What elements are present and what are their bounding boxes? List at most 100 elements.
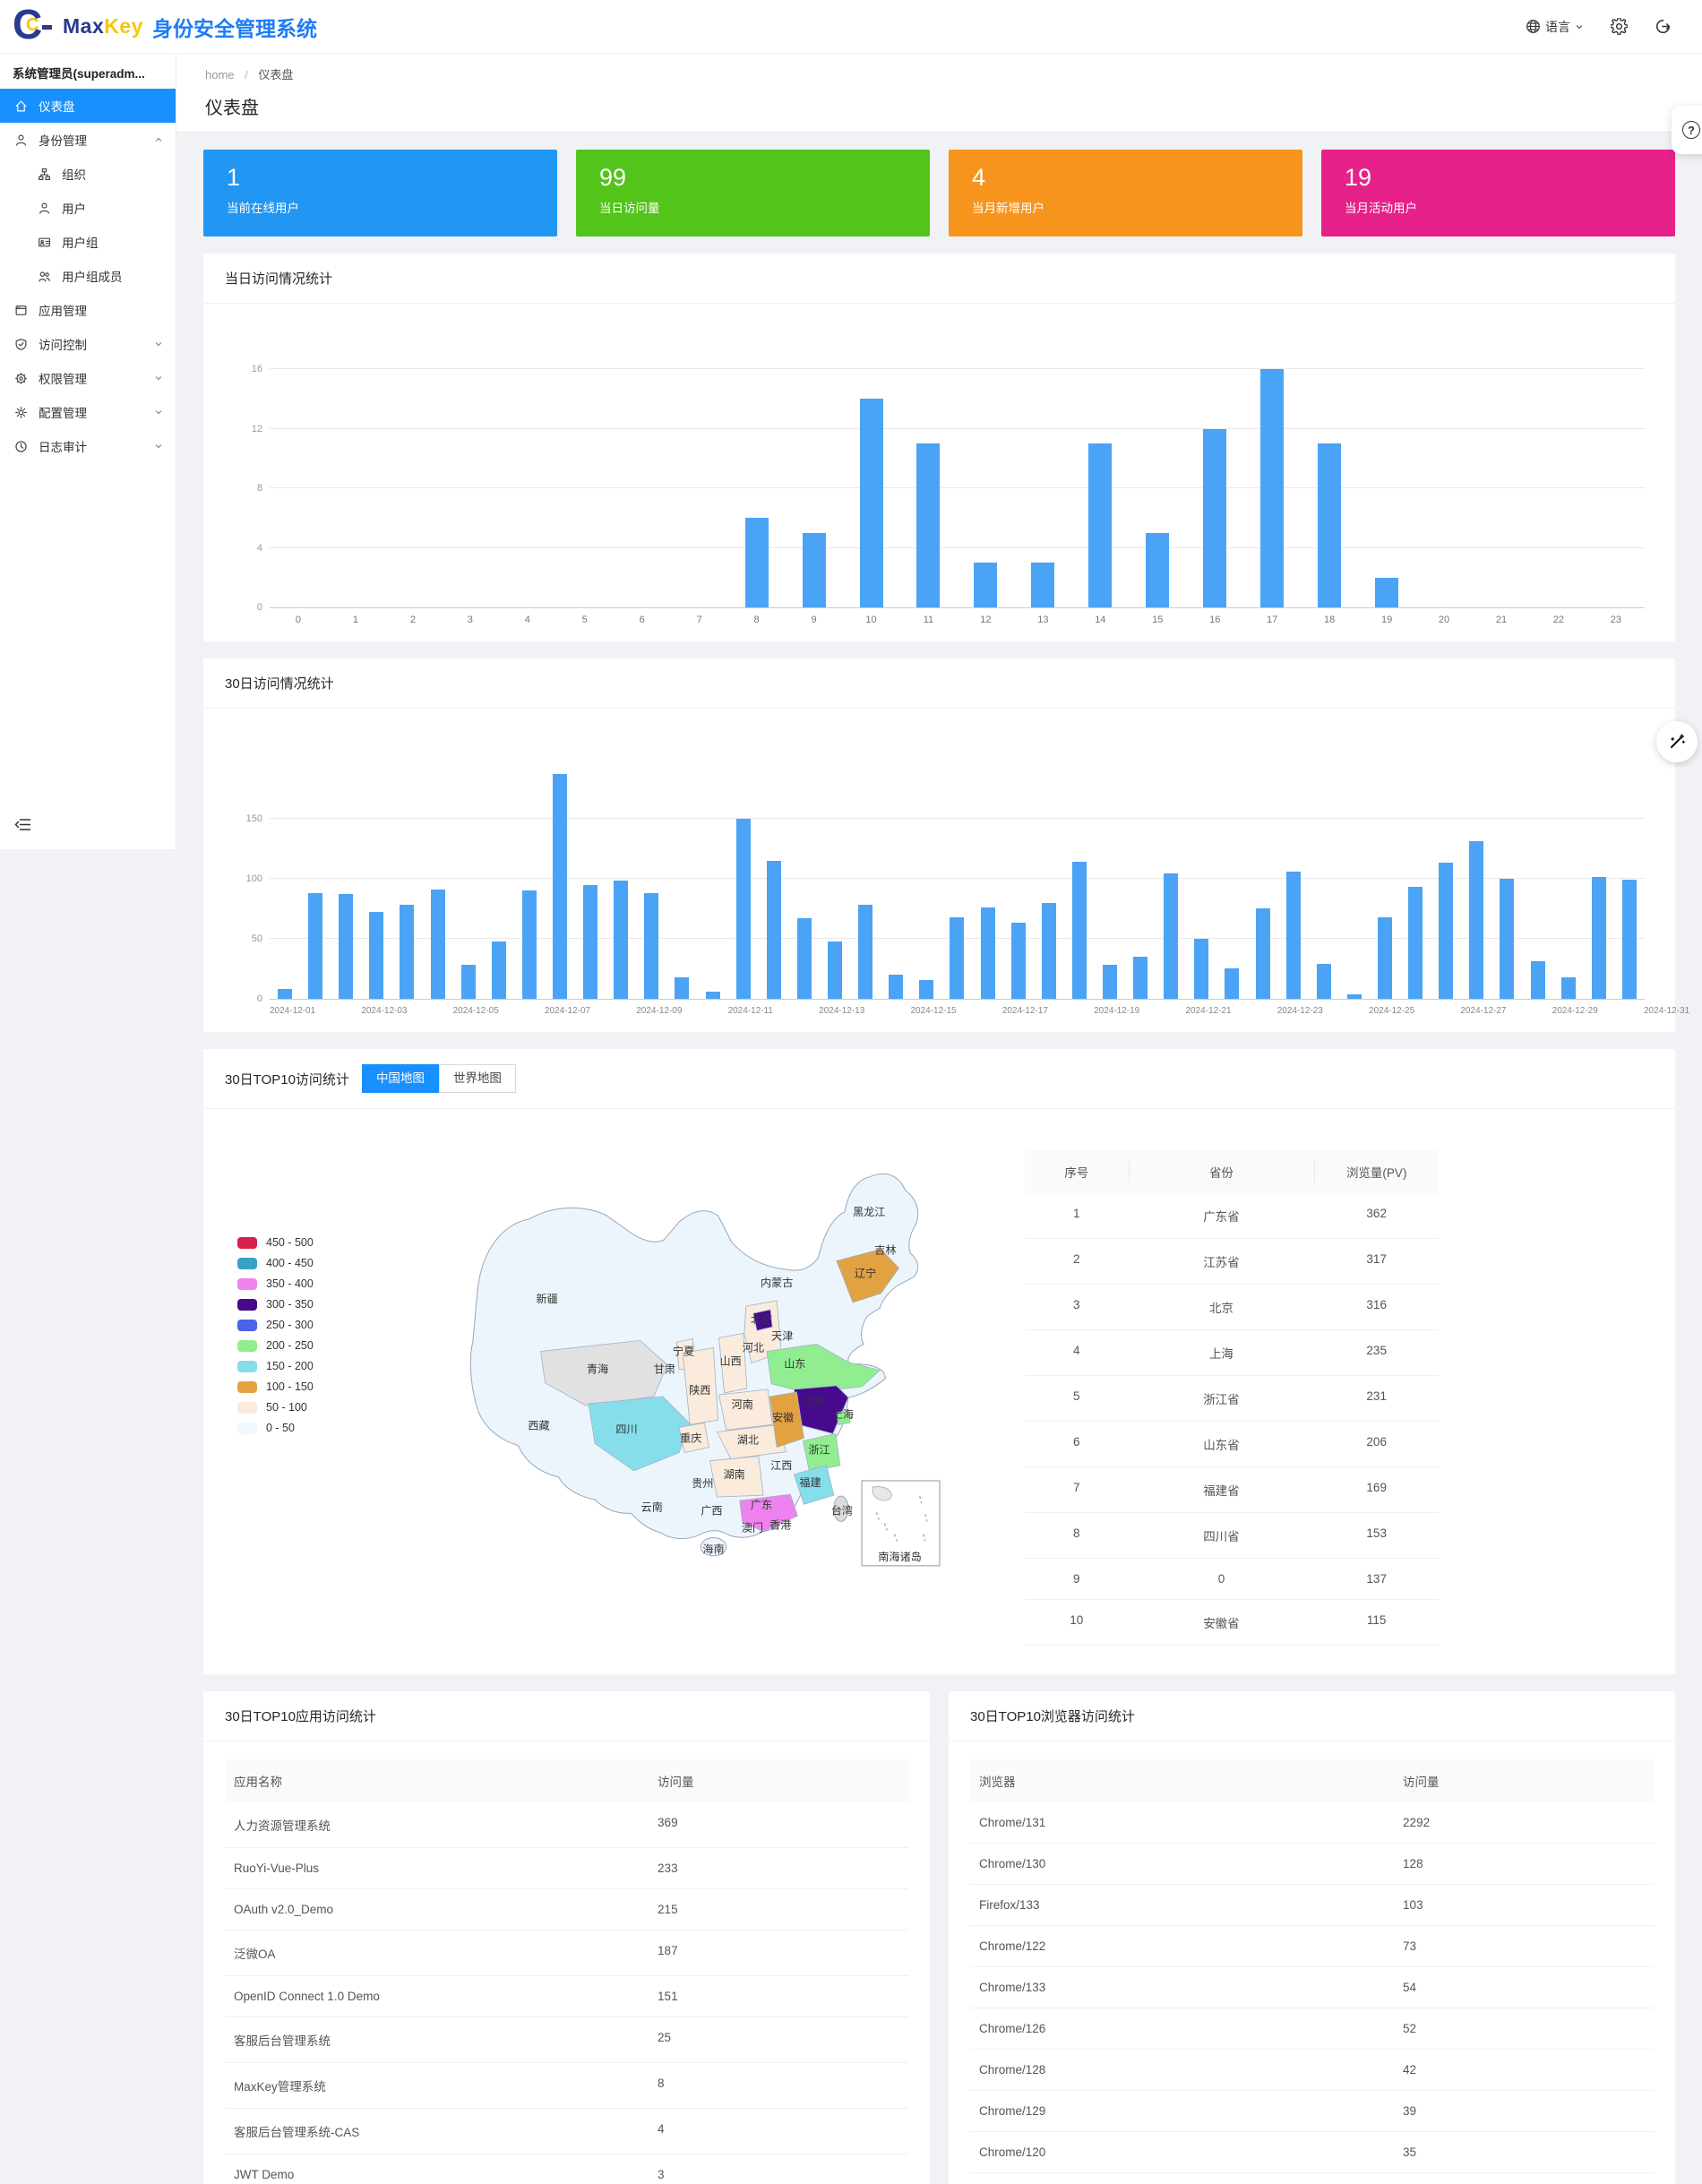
bar-slot: [1034, 744, 1064, 999]
bar: [889, 975, 904, 999]
sidebar-subitem[interactable]: 用户: [0, 191, 176, 225]
table-cell: JWT Demo: [234, 2168, 295, 2181]
legend-item: 350 - 400: [237, 1277, 363, 1290]
bar: [1316, 964, 1331, 999]
table-cell: 103: [1403, 1898, 1423, 1912]
province-label: 西藏: [528, 1419, 549, 1432]
tab-china-map[interactable]: 中国地图: [361, 1064, 439, 1093]
table-cell: 215: [658, 1903, 678, 1916]
page-head: home / 仪表盘 仪表盘: [176, 54, 1702, 133]
bar-slot: [514, 744, 545, 999]
language-label: 语言: [1545, 19, 1570, 34]
sidebar-subitem[interactable]: 用户组成员: [0, 259, 176, 293]
bar-slot: [1431, 744, 1461, 999]
bar-slot: [1014, 340, 1071, 607]
table-row: 5 浙江省 231: [1025, 1376, 1439, 1422]
legend-swatch: [237, 1422, 257, 1434]
sidebar-item[interactable]: 身份管理: [0, 123, 176, 157]
breadcrumb: home / 仪表盘: [205, 68, 294, 82]
table-cell: 316: [1366, 1298, 1387, 1311]
chevron-down-icon: [1576, 24, 1583, 29]
stat-label: 当月活动用户: [1345, 202, 1417, 215]
bar: [916, 443, 941, 607]
bar: [1285, 871, 1301, 999]
chevron-down-icon: [154, 340, 163, 348]
help-button[interactable]: ?: [1672, 106, 1702, 154]
bar: [644, 892, 659, 999]
sidebar-item[interactable]: 应用管理: [0, 293, 176, 327]
stat-cards-row: 1 当前在线用户 99 当日访问量 4 当月新增用户 19 当月活动用户: [203, 150, 1675, 236]
table-cell: Chrome/128: [979, 2063, 1046, 2077]
province-label: 安徽: [772, 1410, 794, 1423]
table-cell: Chrome/133: [979, 1981, 1046, 1994]
x-tick-label: 20: [1438, 615, 1450, 625]
logout-icon[interactable]: [1655, 18, 1672, 35]
sidebar-subitem-label: 组织: [62, 168, 86, 182]
shield-icon: [14, 338, 30, 351]
x-tick-label: 3: [467, 615, 473, 625]
bar-slot: [1248, 744, 1278, 999]
table-cell: 8: [658, 2077, 665, 2090]
sidebar-item[interactable]: 日志审计: [0, 429, 176, 463]
sidebar-subitem[interactable]: 组织: [0, 157, 176, 191]
sidebar-subitem[interactable]: 用户组: [0, 225, 176, 259]
bar: [1031, 563, 1055, 607]
bar: [614, 881, 629, 999]
legend-label: 100 - 150: [266, 1380, 314, 1393]
table-cell: 山东省: [1203, 1439, 1240, 1452]
bar-slot: [1339, 744, 1370, 999]
x-tick-label: 6: [639, 615, 645, 625]
bar: [1560, 976, 1576, 999]
breadcrumb-home-link[interactable]: home: [205, 68, 235, 82]
sidebar-item[interactable]: 配置管理: [0, 395, 176, 429]
tab-world-map[interactable]: 世界地图: [438, 1064, 516, 1093]
province-label: 河北: [743, 1342, 764, 1354]
table-row: Chrome/131 2292: [970, 1802, 1654, 1844]
province-label: 澳门: [742, 1520, 763, 1534]
table-cell: 39: [1403, 2104, 1417, 2118]
legend-item: 250 - 300: [237, 1319, 363, 1331]
bar: [1203, 428, 1227, 607]
magic-wand-icon: [1671, 734, 1685, 748]
legend-item: 300 - 350: [237, 1298, 363, 1311]
panel-30day-visits: 30日访问情况统计 0 50 100 150 2024-12-012024-12-02…: [203, 658, 1689, 1032]
bar-slot: [1186, 340, 1243, 607]
collapse-sidebar-icon[interactable]: [14, 817, 31, 837]
sidebar-item-label: 应用管理: [39, 305, 87, 318]
settings-gear-icon[interactable]: [1611, 18, 1628, 35]
legend-label: 250 - 300: [266, 1319, 314, 1331]
monthly-visits-chart: 0 50 100 150: [246, 744, 1645, 1004]
province-label: 上海: [832, 1407, 854, 1421]
bar: [1103, 965, 1117, 999]
table-cell: 10: [1070, 1613, 1084, 1627]
table-row: JWT Demo 3: [225, 2154, 908, 2184]
bar-slot: [1370, 744, 1400, 999]
sidebar-item[interactable]: 权限管理: [0, 361, 176, 395]
table-row: Chrome/122 73: [970, 1926, 1654, 1967]
theme-wand-button[interactable]: [1656, 721, 1698, 762]
card-icon: [38, 236, 53, 249]
x-tick-label: 15: [1152, 615, 1164, 625]
bar-slot: [545, 744, 575, 999]
table-cell: 233: [658, 1862, 678, 1875]
x-tick-label: 19: [1380, 615, 1393, 625]
map-legend: 450 - 500 400 - 450 350 - 400 300 - 350 250 …: [237, 1236, 363, 1442]
table-cell: 人力资源管理系统: [234, 1819, 331, 1833]
bar: [1530, 961, 1545, 999]
language-menu[interactable]: 语言: [1526, 18, 1584, 36]
bars: [270, 340, 1645, 607]
bar: [521, 890, 537, 999]
sidebar-item[interactable]: 仪表盘: [0, 89, 176, 123]
bar: [858, 905, 873, 999]
table-row: Chrome/133 54: [970, 1967, 1654, 2008]
x-tick-label: 2024-12-07: [544, 1006, 591, 1016]
bar-slot: [1522, 744, 1552, 999]
x-tick-label: 2024-12-31: [1643, 1006, 1690, 1016]
china-map: 黑龙江 吉林 辽宁 内蒙古 新疆 北京 天津 河北 宁夏 山西 甘肃 青海 陕西 河南 山东 江苏 安徽 上海 西藏…: [363, 1125, 981, 1582]
bar: [980, 907, 995, 999]
brand-text: MaxKey: [63, 14, 143, 38]
bar-slot: [957, 340, 1014, 607]
bar: [1439, 863, 1454, 999]
page-title: 仪表盘: [205, 99, 259, 118]
sidebar-item[interactable]: 访问控制: [0, 327, 176, 361]
